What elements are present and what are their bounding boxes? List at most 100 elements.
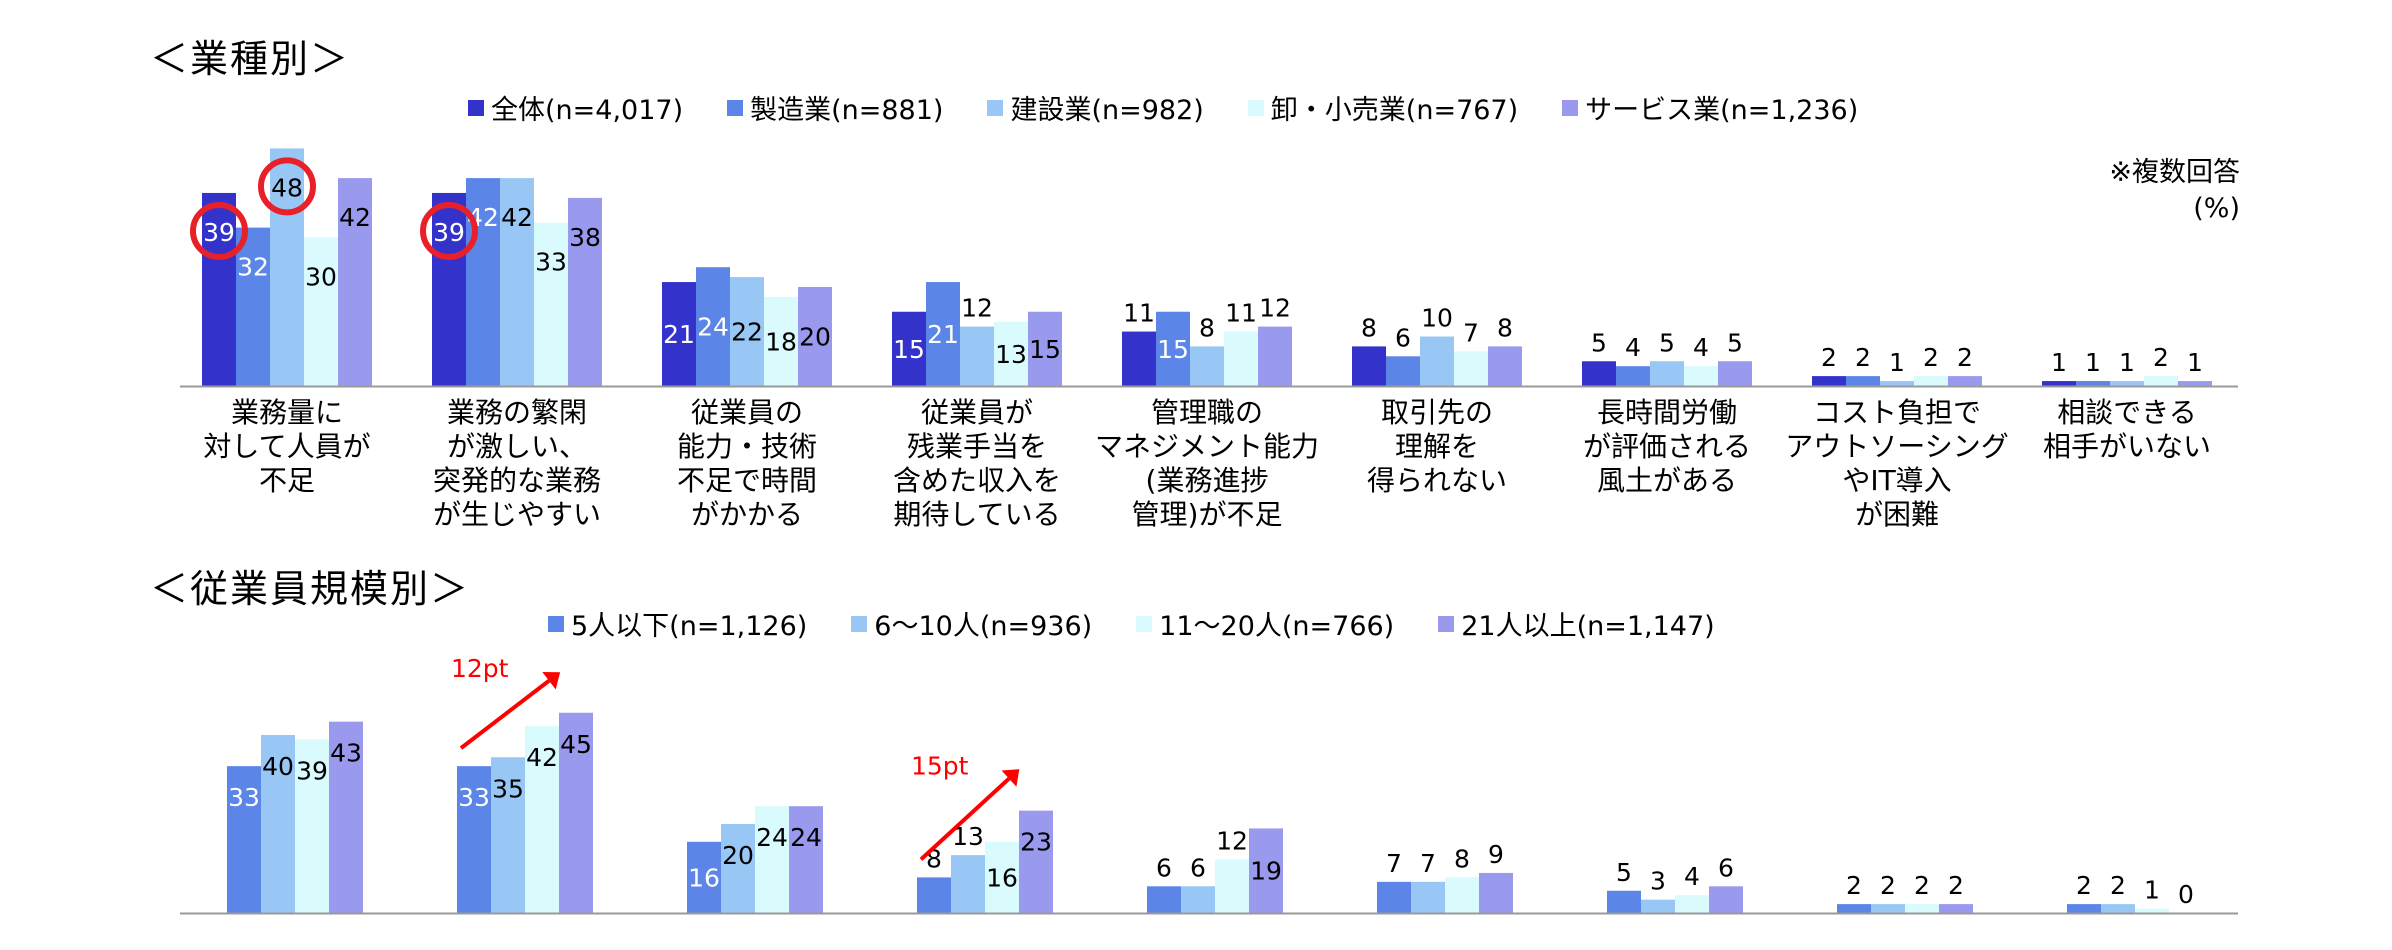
data-label: 1 [2119, 348, 2135, 377]
category-label: 風土がある [1597, 464, 1737, 497]
legend-swatch [468, 99, 484, 116]
legend-industry: 全体(n=4,017) 製造業(n=881) 建設業(n=982) 卸・小売業(n=7… [468, 88, 1902, 127]
data-label: 2 [1914, 871, 1930, 900]
legend-label: 6〜10人(n=936) [874, 611, 1093, 642]
bar [1190, 346, 1224, 386]
category-label: 業務の繁閑 [447, 396, 587, 429]
legend-swatch [851, 615, 868, 632]
data-label: 35 [492, 774, 524, 803]
bar [1224, 331, 1258, 386]
bar [1582, 361, 1616, 386]
bar [1641, 899, 1675, 913]
data-label: 24 [756, 823, 788, 852]
highlight-circle [258, 157, 316, 216]
bar [755, 806, 789, 913]
data-label: 33 [535, 248, 567, 277]
legend-swatch [548, 615, 564, 632]
bar [1718, 361, 1752, 386]
data-label: 2 [2076, 871, 2092, 900]
category-label: アウトソーシング [1785, 430, 2008, 463]
data-label: 5 [1591, 328, 1607, 357]
bar [1684, 366, 1718, 386]
data-label: 12 [1259, 294, 1291, 323]
bar [1905, 904, 1939, 913]
bar [1386, 356, 1420, 386]
data-label: 5 [1616, 858, 1632, 887]
data-label: 21 [663, 320, 695, 349]
data-label: 7 [1386, 849, 1402, 878]
data-label: 32 [237, 253, 269, 282]
bar [985, 841, 1019, 913]
data-label: 6 [1190, 853, 1206, 882]
bar [1479, 872, 1513, 913]
data-label: 9 [1488, 840, 1504, 869]
bar [236, 227, 270, 386]
legend-swatch [987, 99, 1004, 116]
bar [559, 712, 593, 913]
data-label: 4 [1684, 862, 1700, 891]
section-title-size: ＜従業員規模別＞ [150, 567, 471, 611]
bar [2110, 381, 2144, 386]
legend-label: 5人以下(n=1,126) [571, 611, 808, 642]
data-label: 2 [1923, 343, 1939, 372]
legend-item: 全体(n=4,017) [468, 88, 683, 127]
bar [1871, 904, 1905, 913]
category-label: 管理職の [1151, 396, 1263, 429]
data-label: 21 [927, 320, 959, 349]
bar [1812, 376, 1846, 386]
difference-label: 15pt [911, 752, 969, 781]
bar [1846, 376, 1880, 386]
data-label: 2 [1846, 871, 1862, 900]
data-label: 30 [305, 263, 337, 292]
trend-arrow [919, 777, 1011, 861]
data-label: 1 [2187, 348, 2203, 377]
legend-item: サービス業(n=1,236) [1562, 88, 1858, 127]
category-label: 従業員の [691, 396, 803, 429]
bar [798, 287, 832, 386]
data-label: 20 [722, 841, 754, 870]
bar [2144, 376, 2178, 386]
data-label: 2 [2110, 871, 2126, 900]
bar [304, 237, 338, 386]
bar [1607, 890, 1641, 913]
data-label: 33 [458, 783, 490, 812]
data-label: 0 [2178, 880, 2194, 909]
bar [1377, 881, 1411, 913]
data-label: 45 [560, 730, 592, 759]
legend-label: 建設業(n=982) [1010, 95, 1204, 126]
data-label: 1 [2051, 348, 2067, 377]
category-label: 残業手当を [907, 430, 1047, 463]
bar [534, 222, 568, 386]
category-label: やIT導入 [1842, 464, 1951, 497]
bar [1939, 904, 1973, 913]
legend-item: 11〜20人(n=766) [1136, 604, 1394, 643]
bar [951, 855, 985, 913]
category-label: 業務量に [231, 396, 343, 429]
data-label: 7 [1420, 849, 1436, 878]
legend-item: 建設業(n=982) [987, 88, 1204, 127]
data-label: 1 [2085, 348, 2101, 377]
data-label: 38 [569, 223, 601, 252]
trend-arrow [459, 679, 551, 750]
bar [1181, 886, 1215, 913]
category-label: 管理)が不足 [1132, 498, 1283, 531]
bar [1258, 326, 1292, 386]
data-label: 1 [1889, 348, 1905, 377]
data-label: 24 [697, 313, 729, 342]
bar [2067, 904, 2101, 913]
legend-item: 21人以上(n=1,147) [1438, 604, 1715, 643]
category-label: が困難 [1855, 498, 1939, 531]
data-label: 12 [961, 294, 993, 323]
bar [457, 766, 491, 913]
category-label: 相手がいない [2043, 430, 2211, 463]
bar [1837, 904, 1871, 913]
data-label: 18 [765, 327, 797, 356]
data-label: 20 [799, 323, 831, 352]
bar [1445, 877, 1479, 913]
category-label: 不足 [259, 464, 315, 497]
bar [1411, 881, 1445, 913]
data-label: 8 [1454, 844, 1470, 873]
legend-label: 卸・小売業(n=767) [1270, 95, 1519, 126]
bar [1880, 381, 1914, 386]
